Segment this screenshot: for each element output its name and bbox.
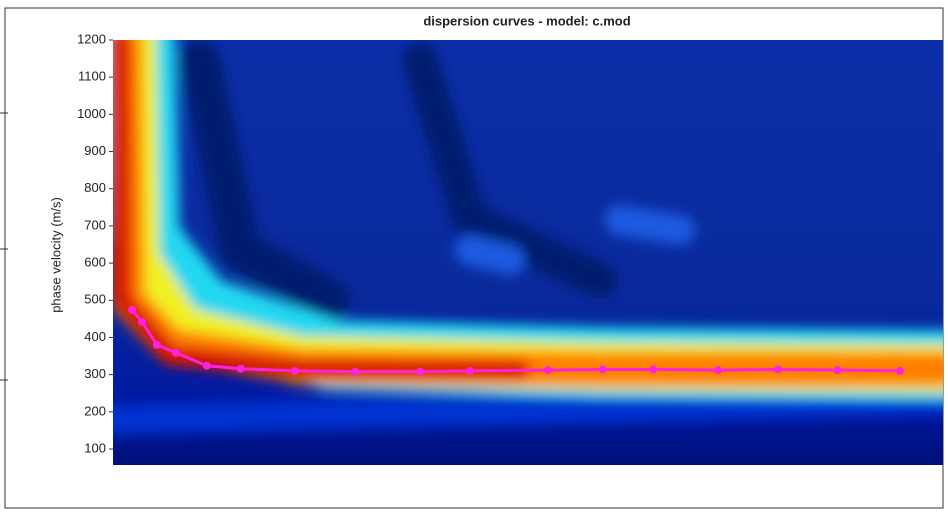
curve-point bbox=[543, 366, 552, 375]
curve-point bbox=[202, 361, 211, 370]
y-tick-label: 200 bbox=[84, 403, 106, 418]
y-tick-label: 500 bbox=[84, 292, 106, 307]
curve-point bbox=[172, 348, 181, 357]
chart-title: dispersion curves - model: c.mod bbox=[423, 13, 630, 28]
curve-point bbox=[152, 340, 161, 349]
curve-point bbox=[236, 364, 245, 373]
y-tick-label: 600 bbox=[84, 255, 106, 270]
y-tick-label: 700 bbox=[84, 217, 106, 232]
curve-point bbox=[416, 367, 425, 376]
y-tick-label: 1200 bbox=[77, 31, 106, 46]
y-tick-label: 300 bbox=[84, 366, 106, 381]
curve-point bbox=[598, 365, 607, 374]
y-tick-label: 1100 bbox=[78, 69, 106, 84]
curve-point bbox=[649, 365, 658, 374]
heatmap bbox=[113, 40, 943, 465]
y-axis-label: phase velocity (m/s) bbox=[48, 197, 63, 313]
curve-point bbox=[128, 305, 137, 314]
y-tick-label: 900 bbox=[84, 143, 106, 158]
curve-point bbox=[714, 366, 723, 375]
y-tick-label: 800 bbox=[84, 180, 106, 195]
curve-point bbox=[138, 317, 147, 326]
curve-point bbox=[895, 366, 904, 375]
curve-point bbox=[833, 366, 842, 375]
y-tick-label: 400 bbox=[84, 329, 106, 344]
curve-point bbox=[351, 367, 360, 376]
curve-point bbox=[773, 365, 782, 374]
y-tick-label: 1000 bbox=[77, 106, 106, 121]
y-tick-label: 100 bbox=[84, 440, 106, 455]
curve-point bbox=[290, 366, 299, 375]
curve-point bbox=[465, 366, 474, 375]
